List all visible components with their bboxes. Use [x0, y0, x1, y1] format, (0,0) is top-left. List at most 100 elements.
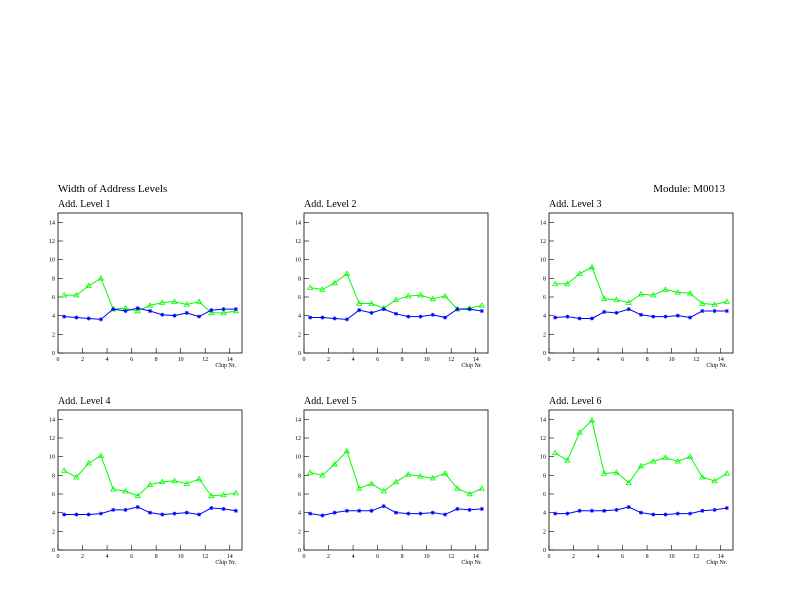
data-point: [551, 449, 559, 456]
data-point: [588, 263, 596, 270]
data-point: [62, 512, 67, 517]
data-point: [146, 302, 154, 308]
data-point: [331, 279, 338, 286]
plot-frame: [548, 409, 734, 551]
page-title: Width of Address Levels: [58, 183, 167, 195]
data-point: [344, 508, 349, 513]
data-point: [553, 511, 558, 516]
y-tick-label: 0: [543, 548, 546, 554]
data-point: [625, 299, 632, 305]
x-axis-label: Chip Nr.: [215, 560, 236, 566]
data-point: [699, 473, 706, 480]
y-tick-label: 12: [49, 436, 55, 442]
data-point: [613, 296, 620, 302]
series-line: [310, 450, 483, 495]
data-point: [123, 309, 128, 313]
data-point: [73, 473, 80, 480]
data-point: [368, 300, 375, 306]
x-axis-label: Chip Nr.: [215, 363, 236, 369]
data-point: [711, 477, 718, 484]
panel: Add. Level 1 Chip Nr. 0 2 4 6 8 10 12 14 0 2 4 6 8 10 12…: [49, 199, 243, 369]
plot-frame: [57, 409, 243, 551]
y-tick-label: 2: [52, 332, 55, 338]
data-point: [651, 314, 656, 319]
data-point: [576, 270, 583, 276]
y-tick-label: 6: [298, 492, 301, 498]
y-tick-label: 2: [298, 332, 301, 338]
y-tick-label: 0: [298, 548, 301, 554]
data-point: [576, 429, 583, 435]
data-point: [171, 477, 178, 484]
y-tick-label: 4: [52, 511, 55, 517]
series-line: [555, 266, 727, 305]
data-point: [208, 492, 215, 499]
x-tick-label: 0: [303, 357, 306, 363]
y-tick-label: 14: [295, 417, 301, 423]
x-tick-label: 4: [597, 357, 600, 363]
plot-frame: [303, 409, 489, 551]
y-tick-label: 10: [295, 455, 301, 461]
panel-title: Add. Level 5: [304, 396, 357, 407]
x-tick-label: 2: [81, 357, 84, 363]
data-point: [98, 511, 103, 516]
data-point: [148, 309, 152, 313]
data-point: [380, 487, 387, 494]
data-point: [686, 453, 694, 459]
data-point: [577, 508, 582, 513]
data-point: [74, 315, 79, 320]
x-tick-label: 2: [327, 357, 330, 363]
data-point: [674, 289, 681, 295]
data-point: [406, 511, 411, 516]
data-point: [406, 314, 411, 319]
x-tick-label: 6: [130, 554, 133, 560]
data-point: [637, 290, 645, 297]
data-point: [565, 314, 570, 319]
data-point: [723, 470, 731, 476]
y-tick-label: 12: [295, 239, 301, 245]
y-tick-label: 2: [543, 332, 546, 338]
x-tick-label: 14: [227, 357, 233, 363]
y-tick-label: 10: [49, 455, 55, 461]
data-point: [171, 298, 178, 304]
panel-title: Add. Level 3: [549, 199, 602, 210]
data-point: [688, 315, 693, 320]
data-point: [344, 317, 349, 322]
x-tick-label: 8: [646, 357, 649, 363]
data-point: [97, 452, 105, 458]
data-point: [369, 508, 374, 513]
data-point: [724, 506, 729, 510]
panel: Add. Level 5 Chip Nr. 0 2 4 6 8 10 12 14 0 2 4 6 8 10 12…: [295, 396, 489, 566]
data-point: [443, 512, 448, 517]
data-point: [688, 511, 693, 516]
data-point: [332, 510, 337, 515]
y-tick-label: 8: [543, 276, 546, 282]
data-point: [306, 284, 314, 290]
data-point: [663, 512, 668, 517]
data-point: [650, 458, 657, 464]
y-tick-label: 2: [298, 529, 301, 535]
x-tick-label: 4: [597, 554, 600, 560]
data-point: [197, 512, 202, 517]
x-tick-label: 8: [155, 554, 158, 560]
y-tick-label: 10: [540, 455, 546, 461]
panel-title: Add. Level 1: [58, 199, 111, 210]
x-tick-label: 4: [352, 357, 355, 363]
data-point: [160, 312, 165, 317]
data-point: [639, 312, 643, 317]
data-point: [455, 506, 460, 511]
y-tick-label: 6: [52, 295, 55, 301]
x-tick-label: 10: [424, 357, 430, 363]
data-point: [146, 481, 154, 487]
y-tick-label: 14: [49, 220, 55, 226]
x-tick-label: 12: [693, 554, 699, 560]
data-point: [662, 454, 669, 460]
data-point: [443, 315, 448, 320]
data-point: [577, 316, 582, 321]
data-point: [394, 510, 398, 515]
data-point: [232, 489, 240, 496]
data-point: [332, 316, 337, 321]
data-point: [478, 485, 486, 491]
y-tick-label: 10: [540, 258, 546, 264]
panel-title: Add. Level 2: [304, 199, 357, 210]
